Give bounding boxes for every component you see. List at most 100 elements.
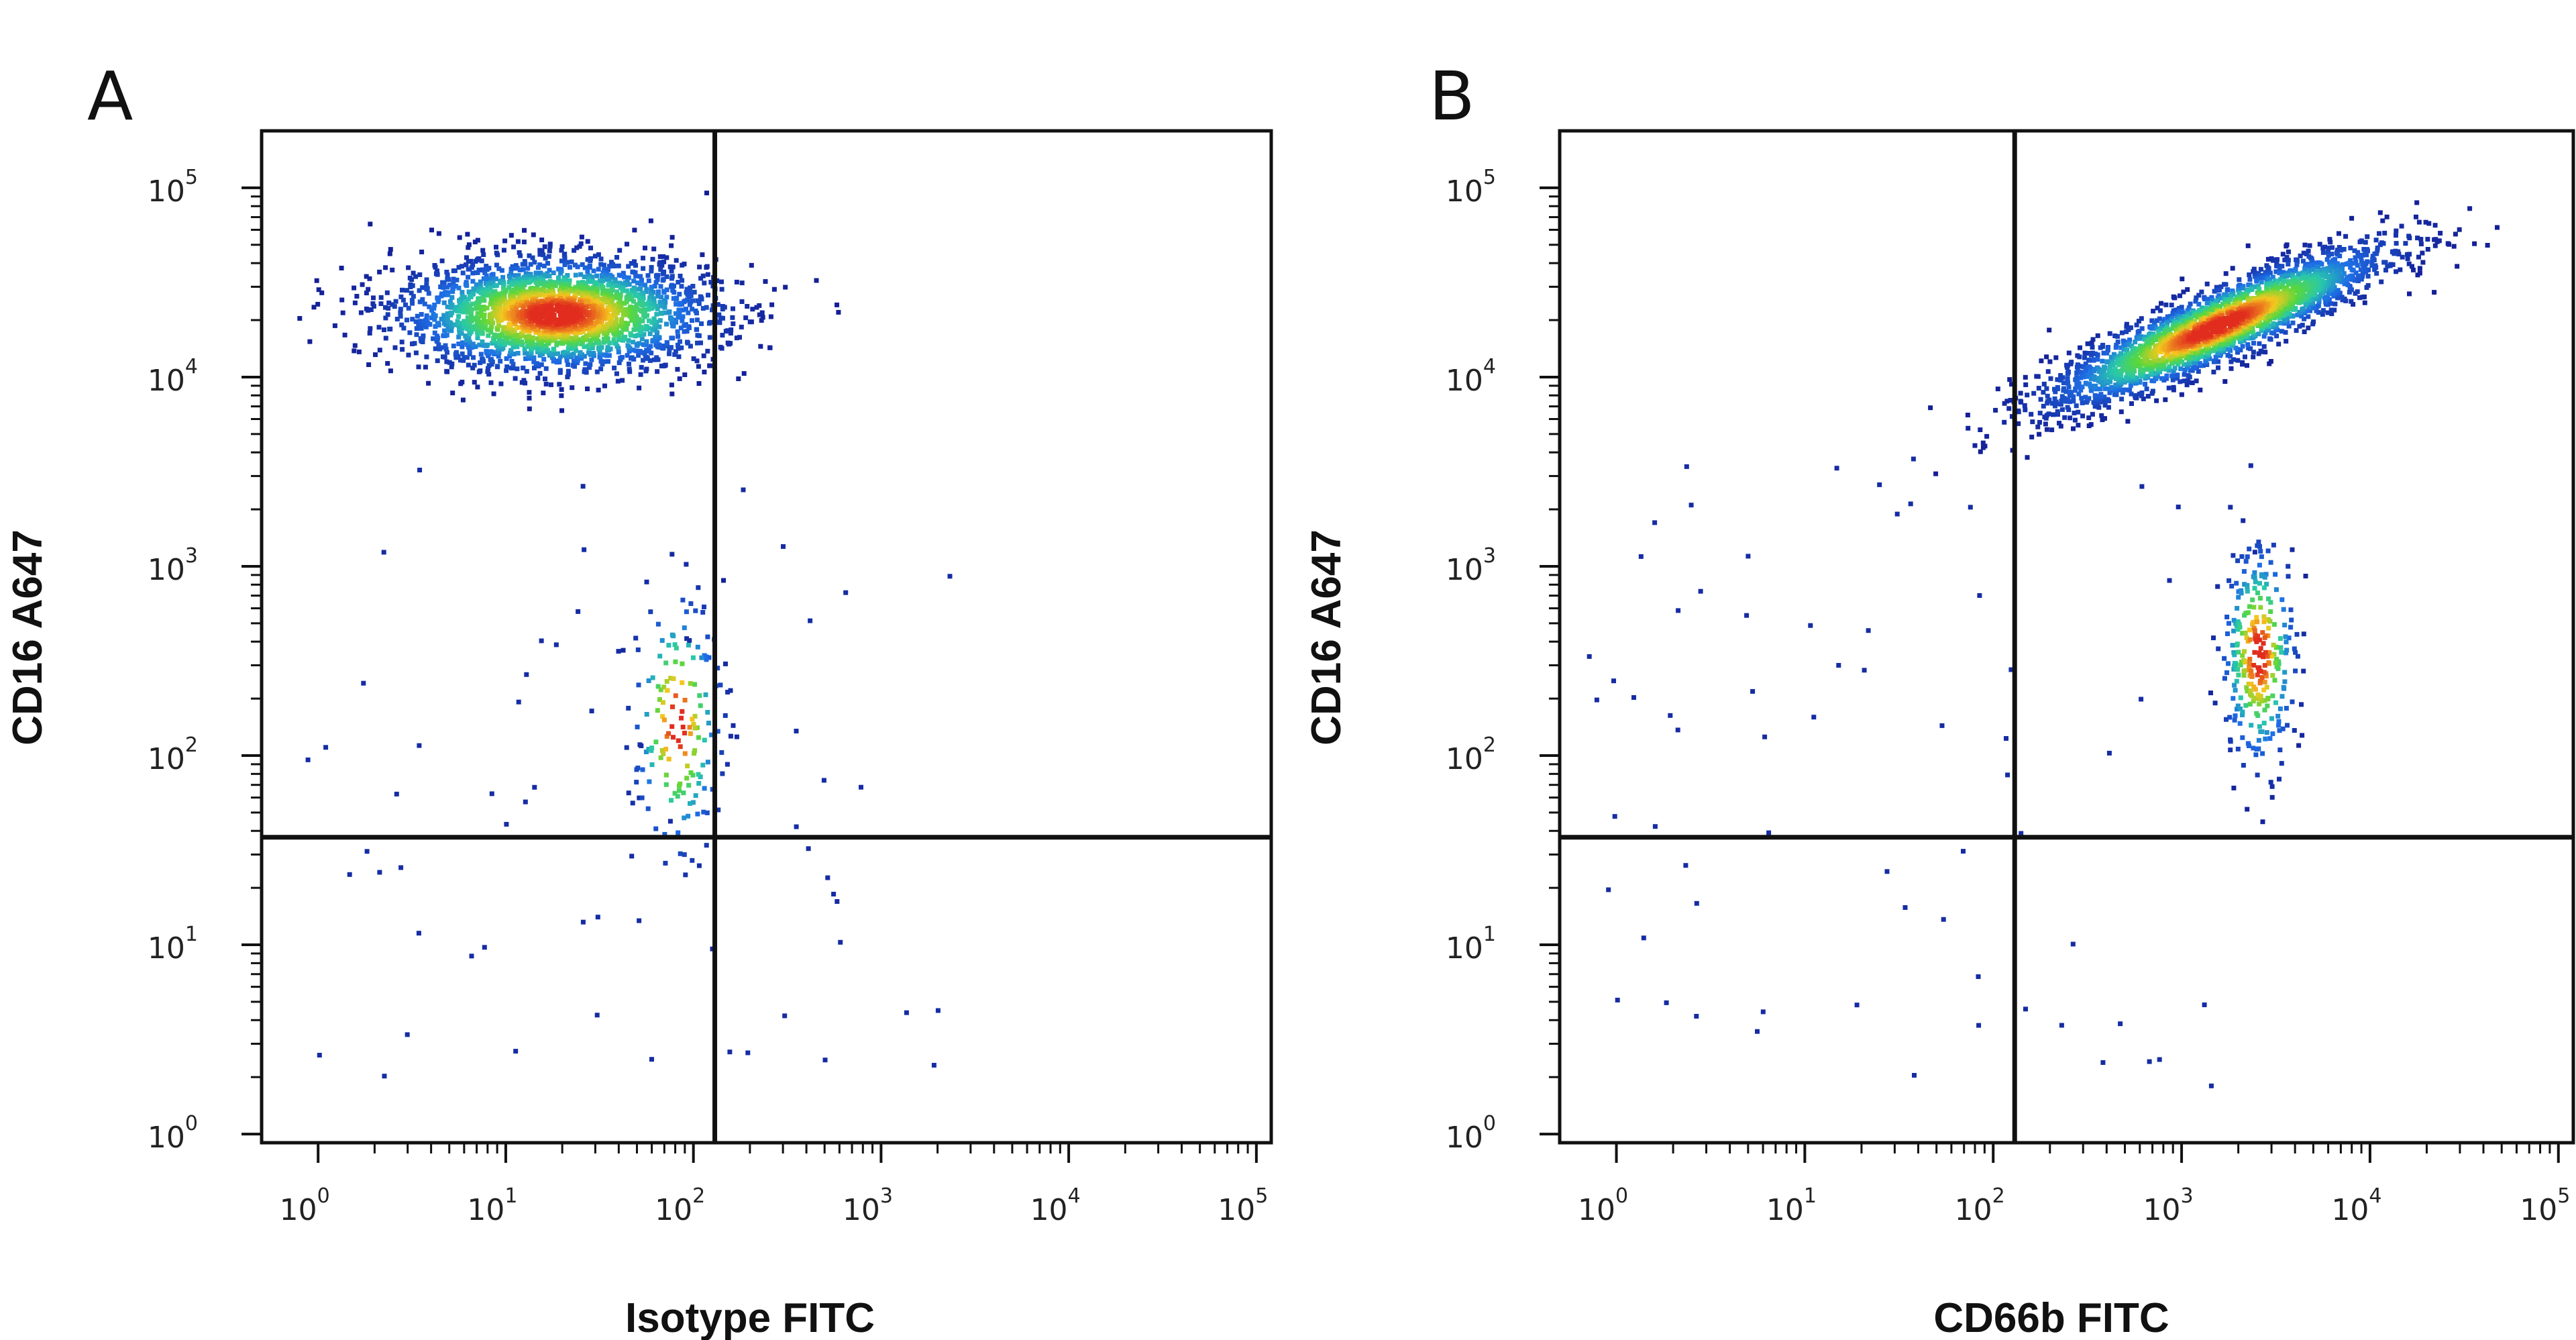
event-dot (2031, 391, 2037, 396)
event-dot (2348, 274, 2353, 279)
event-dot (637, 742, 643, 748)
event-dot (637, 329, 643, 334)
event-dot (2320, 273, 2325, 278)
event-dot (2258, 266, 2263, 272)
event-dot (859, 784, 863, 790)
event-dot (2087, 358, 2092, 363)
event-dot (2303, 263, 2308, 268)
event-dot (2102, 416, 2107, 421)
event-dot (729, 327, 734, 332)
event-dot (565, 350, 570, 355)
event-dot (2290, 699, 2295, 705)
event-dot (2179, 305, 2184, 310)
event-dot (757, 303, 762, 308)
event-dot (352, 348, 357, 354)
event-dot (2324, 271, 2329, 276)
event-dot (480, 339, 485, 344)
event-dot (2415, 236, 2420, 241)
event-dot (1755, 1029, 1760, 1034)
event-dot (413, 350, 419, 356)
event-dot (521, 296, 526, 301)
event-dot (2044, 427, 2049, 432)
event-dot (2260, 751, 2265, 756)
event-dot (424, 354, 429, 360)
event-dot (2091, 358, 2096, 363)
event-dot (462, 319, 467, 324)
event-dot (2273, 572, 2278, 577)
event-dot (435, 358, 440, 364)
event-dot (465, 231, 470, 237)
event-dot (472, 240, 478, 245)
event-dot (2286, 258, 2291, 263)
event-dot (457, 301, 462, 306)
event-dot (513, 273, 518, 278)
event-dot (2265, 287, 2270, 293)
event-dot (383, 305, 388, 310)
event-dot (2116, 354, 2122, 359)
event-dot (455, 319, 460, 324)
event-dot (478, 360, 483, 366)
event-dot (513, 1049, 519, 1054)
event-dot (2352, 278, 2357, 283)
event-dot (426, 291, 431, 296)
event-dot (2095, 333, 2100, 338)
event-dot (1912, 1073, 1917, 1078)
event-dot (2357, 240, 2363, 244)
event-dot (547, 350, 551, 356)
event-dot (606, 293, 612, 298)
event-dot (2319, 267, 2324, 272)
event-dot (445, 292, 450, 297)
event-dot (2438, 231, 2443, 236)
event-dot (413, 319, 419, 324)
event-dot (2309, 256, 2314, 262)
event-dot (499, 268, 504, 273)
event-dot (598, 297, 604, 302)
event-dot (2228, 354, 2233, 359)
event-dot (835, 302, 839, 307)
event-dot (731, 723, 736, 728)
event-dot (2205, 297, 2210, 302)
event-dot (645, 273, 651, 278)
event-dot (2199, 289, 2204, 295)
event-dot (2129, 351, 2134, 356)
event-dot (2337, 267, 2343, 272)
event-dot (2180, 309, 2185, 315)
event-dot (2238, 695, 2243, 701)
event-dot (576, 311, 581, 317)
event-dot (481, 317, 486, 323)
event-dot (2245, 741, 2251, 746)
event-dot (436, 342, 441, 348)
event-dot (2233, 713, 2238, 719)
event-dot (545, 260, 550, 266)
event-dot (2192, 360, 2196, 365)
event-dot (431, 305, 437, 311)
event-dot (657, 342, 662, 348)
event-dot (2182, 372, 2187, 377)
event-dot (745, 1050, 751, 1055)
event-dot (489, 272, 494, 278)
event-dot (436, 231, 441, 236)
event-dot (2137, 391, 2142, 397)
event-dot (2240, 360, 2245, 365)
event-dot (2360, 295, 2365, 300)
event-dot (464, 255, 469, 260)
event-dot (392, 345, 398, 350)
event-dot (2355, 254, 2361, 259)
event-dot (904, 1010, 909, 1015)
event-dot (653, 826, 659, 831)
event-dot (2394, 269, 2399, 274)
event-dot (2108, 354, 2114, 360)
event-dot (520, 313, 525, 318)
event-dot (569, 342, 574, 347)
event-dot (2335, 295, 2341, 301)
event-dot (670, 264, 676, 270)
event-dot (2365, 282, 2371, 288)
event-dot (2216, 646, 2221, 652)
event-dot (653, 280, 659, 285)
event-dot (2135, 336, 2140, 342)
event-dot (424, 313, 429, 319)
event-dot (398, 313, 403, 319)
event-dot (709, 732, 714, 737)
event-dot (598, 366, 604, 372)
